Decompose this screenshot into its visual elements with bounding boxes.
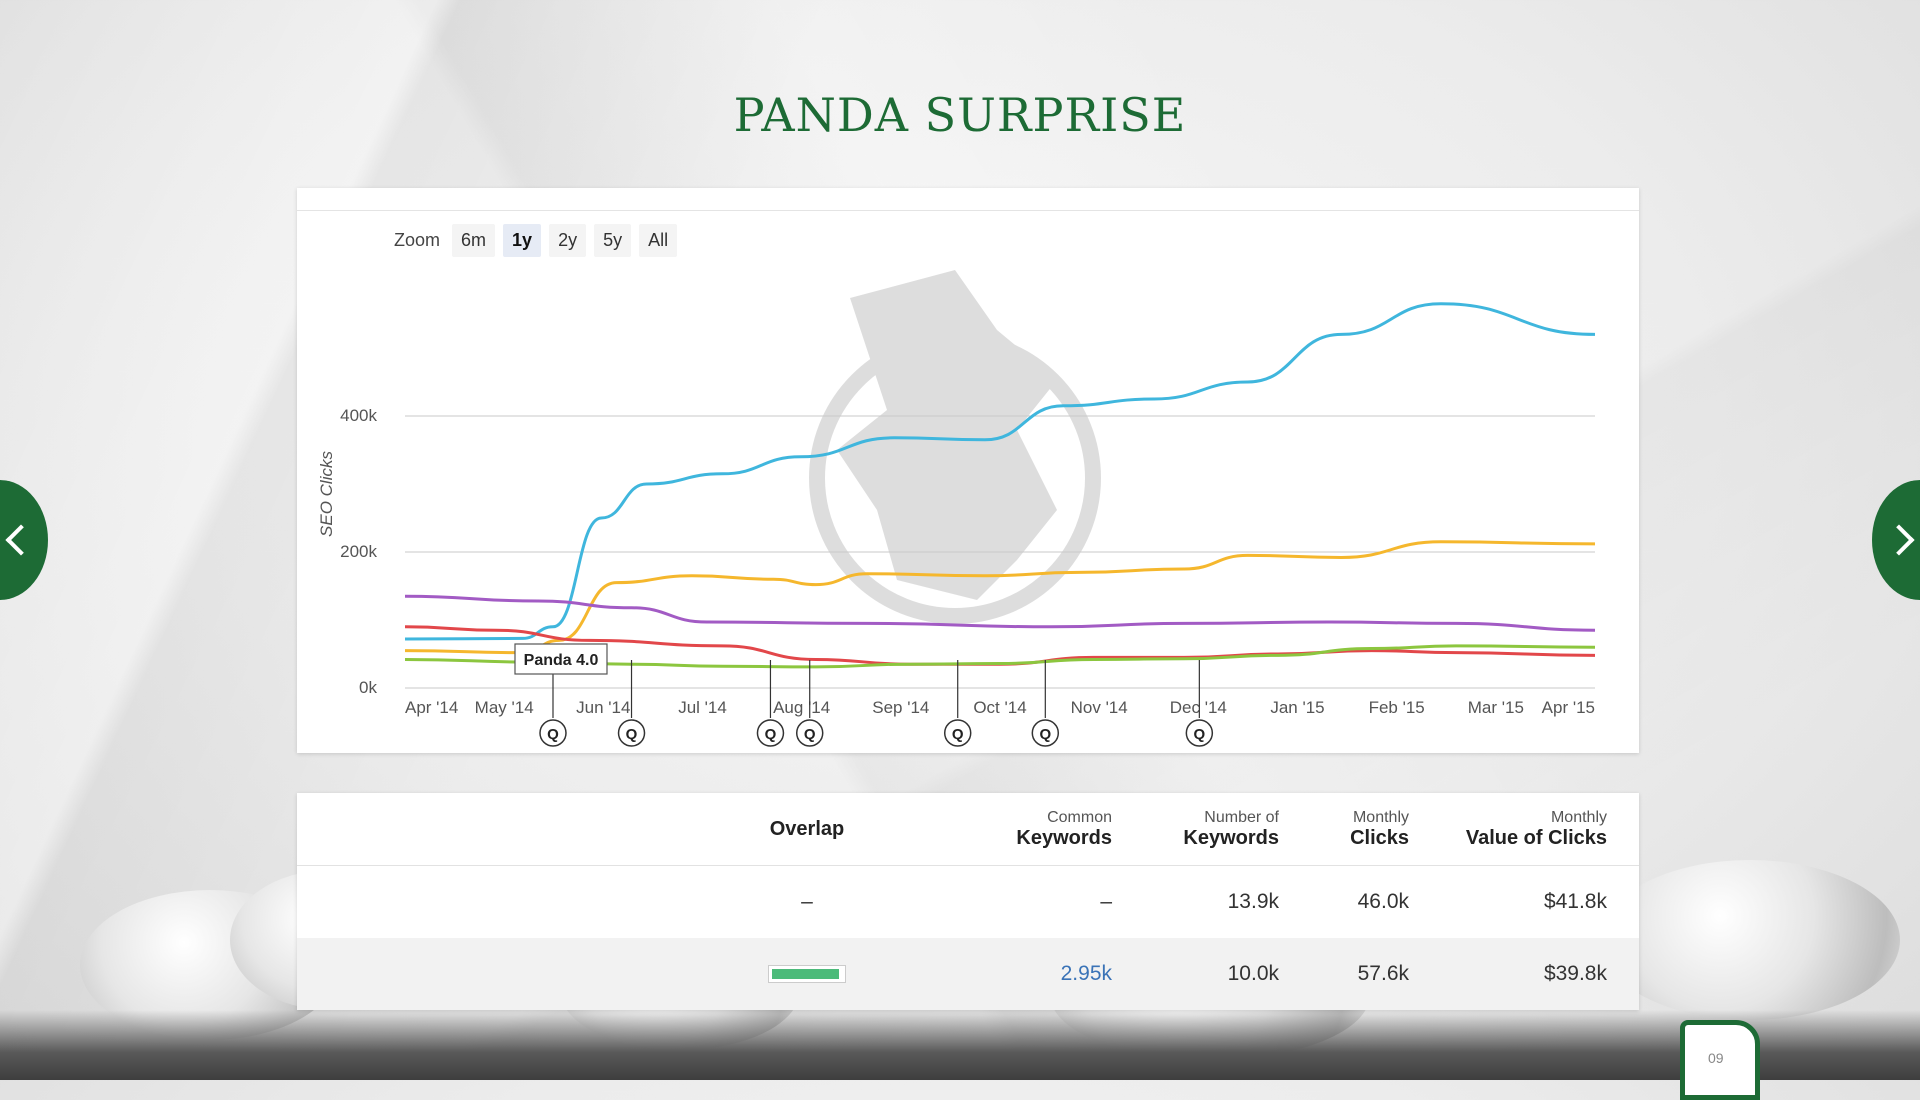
x-tick-label: Jun '14 bbox=[576, 698, 630, 717]
series-line-2 bbox=[404, 594, 1596, 632]
y-tick-label: 400k bbox=[340, 406, 377, 425]
x-tick-label: Jan '15 bbox=[1270, 698, 1324, 717]
x-tick-label: Nov '14 bbox=[1071, 698, 1128, 717]
event-flag-marker bbox=[1185, 719, 1214, 747]
event-flag-label: Q bbox=[547, 726, 559, 743]
overlap-bar bbox=[768, 965, 846, 984]
event-flag-label: Q bbox=[765, 726, 777, 743]
seo-clicks-line-chart: 0k 200k 400k SEO Clicks Apr '14 May '14 Jun '1… bbox=[317, 270, 1596, 747]
monthly-clicks-cell: 57.6k bbox=[1357, 962, 1409, 985]
event-flag-marker bbox=[539, 719, 567, 747]
value-of-clicks-header: Monthly Value of Clicks bbox=[1465, 808, 1607, 849]
monthly-clicks-header: Monthly Clicks bbox=[1350, 808, 1409, 849]
x-tick-label: Mar '15 bbox=[1468, 698, 1524, 717]
y-tick-label: 0k bbox=[359, 678, 377, 697]
x-tick-label: Sep '14 bbox=[872, 698, 929, 717]
event-flag-label: Q bbox=[804, 726, 816, 743]
event-flag-marker bbox=[617, 719, 646, 747]
table-header: Overlap Common Keywords Number of Keywor… bbox=[297, 793, 1639, 866]
x-tick-label: Apr '14 bbox=[405, 698, 458, 717]
event-flag-label: Q bbox=[952, 726, 964, 743]
annotation-label: Panda 4.0 bbox=[524, 652, 599, 669]
y-tick-label: 200k bbox=[340, 542, 377, 561]
series-line-0 bbox=[404, 302, 1596, 641]
x-tick-label: Dec '14 bbox=[1170, 698, 1227, 717]
monthly-clicks-cell: 46.0k bbox=[1357, 890, 1409, 913]
competitor-table: Overlap Common Keywords Number of Keywor… bbox=[297, 793, 1639, 1010]
common-keywords-link[interactable]: 2.95k bbox=[1060, 962, 1112, 985]
page-title: PANDA SURPRISE bbox=[733, 88, 1187, 142]
chart-navigator-bar bbox=[297, 188, 1639, 211]
zoom-label: Zoom bbox=[394, 230, 441, 250]
common-keywords-header: Common Keywords bbox=[1016, 808, 1112, 849]
event-flag-marker bbox=[943, 719, 972, 747]
watermark-logo bbox=[809, 270, 1101, 624]
overlap-cell bbox=[697, 962, 917, 986]
annotation-box bbox=[514, 643, 608, 675]
page-number: 09 bbox=[1708, 1050, 1724, 1066]
zoom-all-button[interactable]: All bbox=[639, 224, 678, 257]
zoom-controls: Zoom 6m 1y 2y 5y All bbox=[394, 224, 678, 257]
event-flag-marker bbox=[1031, 719, 1060, 747]
y-axis-label: SEO Clicks bbox=[317, 451, 336, 537]
event-flag-marker bbox=[795, 719, 824, 747]
number-of-keywords-cell: 10.0k bbox=[1227, 962, 1279, 985]
common-keywords-cell: – bbox=[1100, 890, 1112, 913]
table-row: – – 13.9k 46.0k $41.8k bbox=[297, 866, 1639, 938]
number-of-keywords-header: Number of Keywords bbox=[1183, 808, 1279, 849]
table-row: 2.95k 10.0k 57.6k $39.8k bbox=[297, 938, 1639, 1010]
x-tick-label: Apr '15 bbox=[1542, 698, 1595, 717]
zoom-2y-button[interactable]: 2y bbox=[549, 224, 587, 257]
x-tick-label: Oct '14 bbox=[973, 698, 1026, 717]
overlap-bar-fill bbox=[772, 969, 839, 980]
chevron-left-icon bbox=[5, 524, 37, 556]
x-tick-label: May '14 bbox=[475, 698, 534, 717]
zoom-6m-button[interactable]: 6m bbox=[452, 224, 496, 257]
zoom-1y-button[interactable]: 1y bbox=[503, 224, 542, 257]
value-of-clicks-cell: $39.8k bbox=[1543, 962, 1607, 985]
event-flag-label: Q bbox=[1039, 726, 1051, 743]
overlap-header: Overlap bbox=[769, 818, 845, 840]
event-flag-label: Q bbox=[626, 726, 638, 743]
event-flag-marker bbox=[756, 719, 785, 747]
value-of-clicks-cell: $41.8k bbox=[1543, 890, 1607, 913]
zoom-5y-button[interactable]: 5y bbox=[594, 224, 632, 257]
overlap-cell: – bbox=[801, 890, 813, 913]
series-line-4 bbox=[404, 644, 1596, 669]
x-tick-label: Jul '14 bbox=[678, 698, 727, 717]
x-tick-label: Aug '14 bbox=[773, 698, 830, 717]
series-line-1 bbox=[404, 540, 1596, 655]
event-flag-label: Q bbox=[1194, 726, 1206, 743]
chevron-right-icon bbox=[1883, 524, 1915, 556]
x-tick-label: Feb '15 bbox=[1369, 698, 1425, 717]
number-of-keywords-cell: 13.9k bbox=[1227, 890, 1279, 913]
